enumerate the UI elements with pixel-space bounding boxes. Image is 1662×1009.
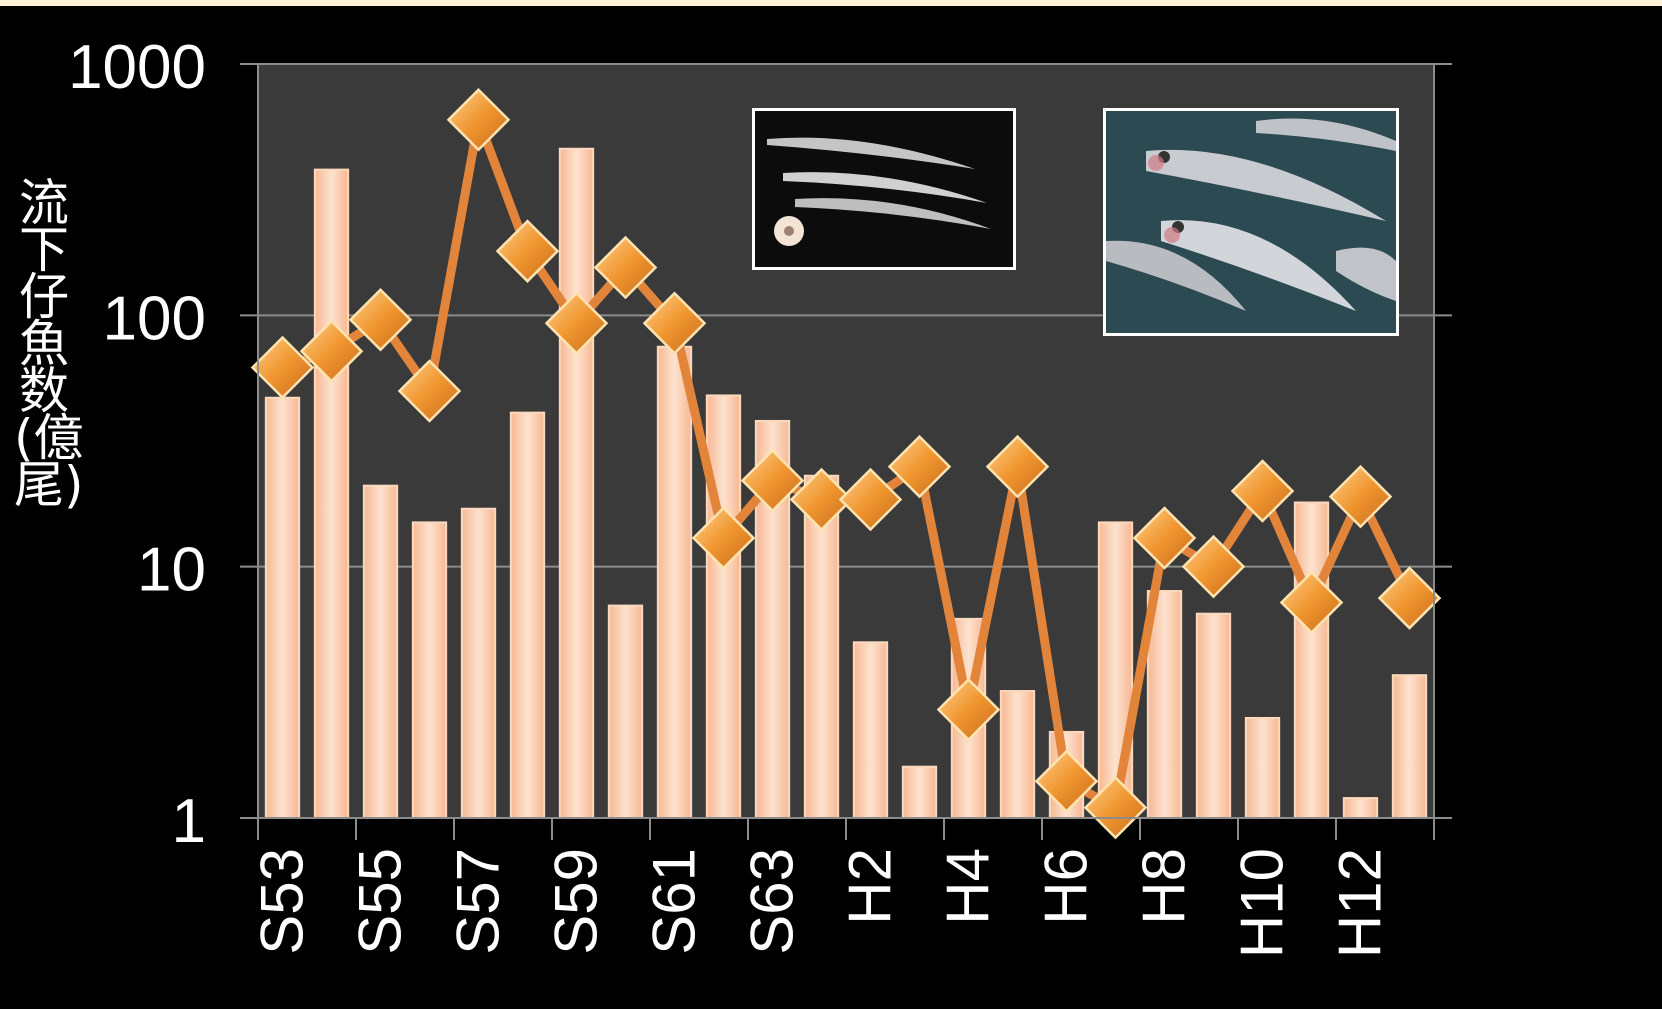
data-point-marker: [1181, 534, 1246, 599]
data-point-marker: [1230, 459, 1295, 523]
bar: [509, 411, 546, 819]
data-point-marker: [1328, 464, 1393, 529]
juvenile-fish-photo: [1103, 108, 1399, 336]
data-point-marker: [887, 434, 952, 499]
bar: [411, 521, 448, 819]
bar: [852, 641, 889, 820]
data-point-marker: [740, 448, 805, 513]
x-tick-label: S57: [445, 848, 512, 955]
bar: [656, 345, 693, 819]
bar: [460, 507, 497, 819]
y-tick-label: 10: [137, 536, 206, 605]
data-point-marker: [1279, 570, 1344, 635]
data-point-marker: [397, 359, 462, 423]
larvae-photo: [752, 108, 1016, 270]
x-tick-label: H4: [935, 848, 1002, 925]
x-tick-label: S63: [739, 848, 806, 955]
bar: [803, 474, 840, 819]
y-tick-label: 1: [172, 787, 206, 856]
bar: [362, 484, 399, 819]
data-point-marker: [250, 335, 315, 400]
x-tick-label: S61: [641, 848, 708, 955]
data-point-marker: [642, 291, 707, 356]
x-tick-label: H8: [1131, 848, 1198, 925]
data-point-marker: [789, 467, 854, 532]
data-point-marker: [936, 677, 1001, 742]
bar: [1146, 590, 1183, 819]
bar: [705, 394, 742, 819]
x-tick-label: H6: [1033, 848, 1100, 925]
data-point-marker: [446, 87, 511, 152]
data-point-marker: [1377, 566, 1442, 630]
bar: [1244, 716, 1281, 820]
bar: [264, 396, 301, 819]
bar: [901, 765, 938, 819]
data-point-marker: [348, 288, 413, 352]
data-point-marker: [838, 467, 903, 532]
bar: [1195, 612, 1232, 820]
y-axis-label: 流下仔魚数(億尾): [14, 174, 84, 514]
x-tick-label: S55: [347, 848, 414, 955]
data-point-marker: [1132, 506, 1197, 570]
x-tick-label: H12: [1327, 848, 1394, 958]
y-tick-label: 100: [103, 284, 206, 353]
data-point-marker: [1034, 749, 1099, 814]
data-point-marker: [593, 235, 658, 300]
bar: [1391, 674, 1428, 819]
bar: [1293, 501, 1330, 819]
data-point-marker: [495, 219, 560, 283]
bar: [313, 168, 350, 820]
x-tick-label: H2: [837, 848, 904, 925]
x-tick-label: S53: [249, 848, 316, 955]
bar: [1097, 521, 1134, 819]
y-tick-label: 1000: [68, 33, 206, 102]
data-point-marker: [691, 506, 756, 570]
data-point-marker: [985, 434, 1050, 499]
bar: [607, 604, 644, 819]
x-tick-label: H10: [1229, 848, 1296, 958]
bar: [1342, 797, 1379, 820]
bar: [999, 690, 1036, 820]
top-strip: [0, 0, 1662, 6]
data-point-marker: [544, 291, 609, 356]
x-tick-label: S59: [543, 848, 610, 955]
bar: [558, 147, 595, 819]
data-point-marker: [1083, 775, 1148, 840]
data-point-marker: [299, 319, 364, 383]
